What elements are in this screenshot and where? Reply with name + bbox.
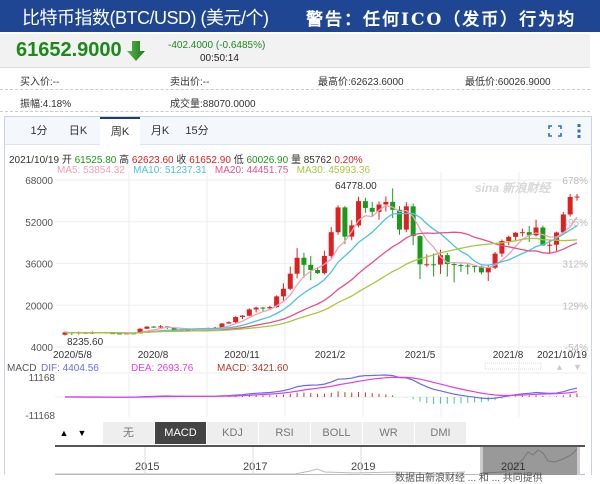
chart-panel: 1分 日K 周K 月K 15分 2021/10/19 开 61525.80 高 …: [4, 116, 592, 475]
svg-text:2020/5/8: 2020/5/8: [53, 350, 92, 361]
svg-text:▼: ▼: [573, 362, 582, 372]
period-tabs: 1分 日K 周K 月K 15分: [5, 117, 591, 146]
current-price: 61652.9000: [16, 39, 122, 61]
open-value: 61525.80: [74, 155, 117, 166]
down-arrow-icon: [127, 41, 145, 61]
tab-weekly[interactable]: 周K: [100, 117, 140, 146]
low-label: 低: [233, 155, 244, 166]
indicator-none[interactable]: 无: [103, 422, 155, 444]
warning-banner: 警告：任何ICO（发币）行为均: [306, 10, 577, 30]
svg-text:2021/2: 2021/2: [315, 350, 346, 361]
nav-year-2021: 2021: [501, 461, 526, 473]
vol-value: 85762: [303, 155, 332, 166]
svg-text:2021/5: 2021/5: [405, 350, 436, 361]
ohlc-date: 2021/10/19: [9, 155, 60, 166]
indicator-rsi[interactable]: RSI: [259, 422, 311, 444]
open-label: 开: [61, 155, 72, 166]
close-label: 收: [176, 155, 187, 166]
ohlc-info: 2021/10/19 开 61525.80 高 62623.60 收 61652…: [9, 151, 363, 166]
tab-daily[interactable]: 日K: [68, 125, 88, 137]
volume: 成交量:88070.0000: [170, 99, 256, 110]
svg-text:52000: 52000: [25, 218, 53, 229]
svg-text:4000: 4000: [31, 343, 54, 354]
stats-table: 买入价:-- 卖出价:-- 最高价:62623.6000 最低价:60026.9…: [0, 68, 590, 112]
svg-text:312%: 312%: [562, 260, 588, 271]
quote-bar: 61652.9000 -402.4000 (-0.6485%) 00:50:14: [0, 34, 590, 68]
quote-time: 00:50:14: [200, 53, 239, 64]
close-value: 61652.90: [189, 155, 231, 166]
svg-text:DIF: 4404.56: DIF: 4404.56: [41, 363, 99, 374]
indicator-kdj[interactable]: KDJ: [207, 422, 259, 444]
svg-text:2020/11: 2020/11: [224, 350, 260, 361]
ask-price: 卖出价:--: [170, 77, 210, 88]
page-title: 比特币指数(BTC/USD) (美元/个): [22, 8, 269, 28]
indicator-wr[interactable]: WR: [363, 422, 415, 444]
amplitude: 振幅:4.18%: [20, 99, 72, 110]
svg-text:678%: 678%: [562, 176, 588, 187]
svg-text:▲: ▲: [555, 362, 564, 372]
fullscreen-icon[interactable]: [547, 125, 562, 137]
high-value: 62623.60: [131, 155, 174, 166]
pct-value: 0.20%: [334, 155, 363, 166]
ma-legend: MA5: 53854.32 MA10: 51237.31 MA20: 44451…: [57, 165, 370, 176]
title-bar: 比特币指数(BTC/USD) (美元/个) 警告：任何ICO（发币）行为均: [0, 0, 600, 32]
nav-year-2015: 2015: [135, 461, 160, 473]
indicator-boll[interactable]: BOLL: [311, 422, 363, 444]
tab-1min[interactable]: 1分: [30, 125, 48, 137]
down-arrow-button[interactable]: ▼: [77, 428, 87, 438]
svg-text:-11168: -11168: [25, 411, 55, 422]
svg-text:68000: 68000: [25, 176, 53, 187]
svg-text:MACD: MACD: [7, 363, 36, 374]
svg-text:2021/10/19: 2021/10/19: [537, 350, 587, 361]
svg-text:-54%: -54%: [565, 343, 588, 354]
indicator-tabs: ▲ ▼ 无 MACD KDJ RSI BOLL WR DMI: [55, 422, 467, 444]
ma20-legend: MA20: 44451.75: [214, 165, 289, 176]
candlestick-chart[interactable]: 68000 678% 52000 495% 36000 312% 20000 129% 4000…: [5, 117, 591, 422]
svg-text:8235.60: 8235.60: [67, 337, 104, 348]
svg-text:sina 新浪财经: sina 新浪财经: [475, 181, 552, 195]
svg-text:129%: 129%: [562, 301, 588, 312]
tab-15min[interactable]: 15分: [185, 125, 209, 137]
svg-text:2021/8: 2021/8: [493, 350, 524, 361]
ma10-legend: MA10: 51237.31: [133, 165, 207, 176]
more-vertical-icon[interactable]: [577, 123, 581, 138]
ma5-legend: MA5: 53854.32: [57, 165, 125, 176]
indicator-dmi[interactable]: DMI: [415, 422, 467, 444]
nav-year-2019: 2019: [351, 461, 376, 473]
high-price: 最高价:62623.6000: [318, 77, 404, 88]
indicator-macd[interactable]: MACD: [155, 422, 207, 444]
vol-label: 量: [290, 155, 301, 166]
navigator-sparkline: [55, 447, 466, 475]
price-change: -402.4000 (-0.6485%): [168, 40, 266, 51]
low-price: 最低价:60026.9000: [465, 77, 551, 88]
nav-year-2017: 2017: [243, 461, 268, 473]
data-source-footer: 数据由新浪财经 ... 和 ... 共同提供: [395, 473, 543, 484]
ma30-legend: MA30: 45993.36: [296, 165, 371, 176]
tab-monthly[interactable]: 月K: [150, 125, 170, 137]
high-label: 高: [119, 155, 130, 166]
svg-text:2020/8: 2020/8: [138, 350, 169, 361]
svg-text:MACD: 3421.60: MACD: 3421.60: [217, 363, 289, 374]
svg-text:64778.00: 64778.00: [335, 181, 377, 192]
navigator-selection[interactable]: 2021: [480, 447, 580, 475]
up-arrow-button[interactable]: ▲: [59, 428, 69, 438]
svg-text:11168: 11168: [29, 373, 56, 384]
bid-price: 买入价:--: [20, 77, 60, 88]
svg-text:495%: 495%: [562, 218, 588, 229]
svg-text:DEA: 2693.76: DEA: 2693.76: [131, 363, 194, 374]
low-value: 60026.90: [246, 155, 289, 166]
svg-text:20000: 20000: [25, 301, 53, 312]
svg-text:36000: 36000: [25, 260, 53, 271]
